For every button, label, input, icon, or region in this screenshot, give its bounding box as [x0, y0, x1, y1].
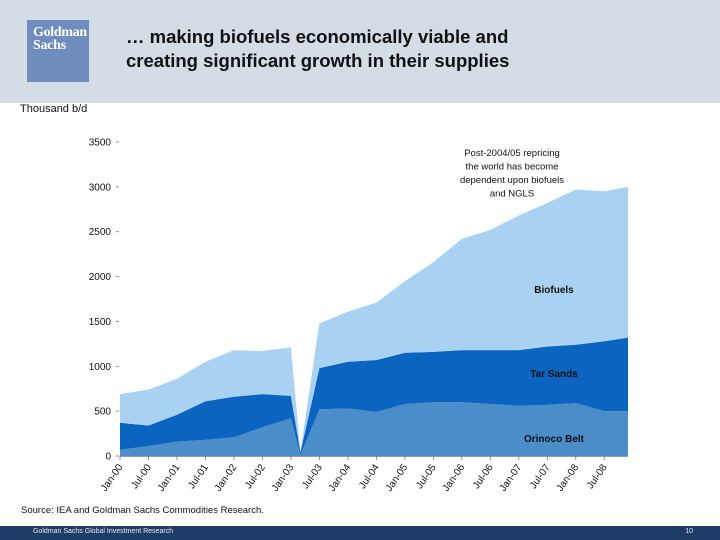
x-tick-label: Jul-02 [243, 462, 268, 491]
x-tick-label: Jul-08 [585, 462, 610, 491]
logo-text-line-2: Sachs [33, 38, 66, 53]
slide-title-line-2: creating significant growth in their sup… [126, 50, 510, 71]
y-tick-label: 2000 [89, 272, 112, 283]
x-tick-label: Jan-05 [384, 462, 411, 494]
x-tick-label: Jan-04 [327, 462, 354, 494]
y-tick-label: 0 [105, 452, 111, 463]
area-layer [120, 186, 628, 456]
y-tick-label: 1000 [89, 362, 112, 373]
y-axis-unit-label: Thousand b/d [20, 103, 88, 115]
x-tick-label: Jan-06 [441, 462, 468, 494]
x-tick-label: Jul-01 [186, 462, 211, 491]
x-tick-label: Jan-08 [555, 462, 582, 494]
annotation-line: dependent upon biofuels [460, 175, 564, 186]
x-tick-label: Jan-01 [156, 462, 183, 494]
x-tick-label: Jul-04 [357, 462, 382, 491]
annotation-line: the world has become [466, 162, 559, 173]
series-label-biofuels: Biofuels [534, 285, 574, 296]
annotation-line: and NGLS [490, 189, 534, 200]
y-tick-label: 1500 [89, 317, 112, 328]
x-tick-label: Jul-06 [471, 462, 496, 491]
y-tick-label: 2500 [89, 227, 112, 238]
x-tick-label: Jul-07 [528, 462, 553, 491]
footer-bar: Goldman Sachs Global Investment Research… [0, 526, 720, 540]
area-biofuels [120, 186, 628, 453]
x-tick-label: Jul-03 [300, 462, 325, 491]
page-number: 10 [685, 528, 693, 535]
x-tick-label: Jan-02 [213, 462, 240, 494]
stacked-area-chart: 0 500 1000 1500 2000 2500 3000 3500 Jan-00 Jul-00… [89, 138, 628, 494]
x-tick-label: Jan-03 [270, 462, 297, 494]
x-tick-label: Jan-07 [498, 462, 525, 494]
goldman-sachs-logo: Goldman Sachs [27, 20, 89, 82]
series-label-orinoco-belt: Orinoco Belt [524, 434, 585, 445]
x-tick-label: Jul-05 [414, 462, 439, 491]
x-tick-label: Jan-00 [99, 462, 126, 494]
slide-title-line-1: … making biofuels economically viable an… [126, 26, 509, 47]
y-tick-label: 500 [94, 407, 111, 418]
logo-text-line-1: Goldman [33, 25, 87, 40]
label-layer: Orinoco Belt Tar Sands Biofuels Post-2004/0… [460, 148, 585, 445]
source-note: Source: IEA and Goldman Sachs Commoditie… [21, 505, 264, 516]
slide-title: … making biofuels economically viable an… [126, 25, 686, 73]
series-label-tar-sands: Tar Sands [530, 369, 578, 380]
area-tar-sands [120, 337, 628, 456]
footer-text: Goldman Sachs Global Investment Research [33, 528, 174, 535]
x-tick-label: Jul-00 [129, 462, 154, 491]
y-tick-label: 3000 [89, 182, 112, 193]
area-orinoco-belt [120, 402, 628, 456]
annotation-line: Post-2004/05 repricing [464, 148, 560, 159]
header-band [0, 0, 720, 103]
y-tick-label: 3500 [89, 138, 112, 149]
